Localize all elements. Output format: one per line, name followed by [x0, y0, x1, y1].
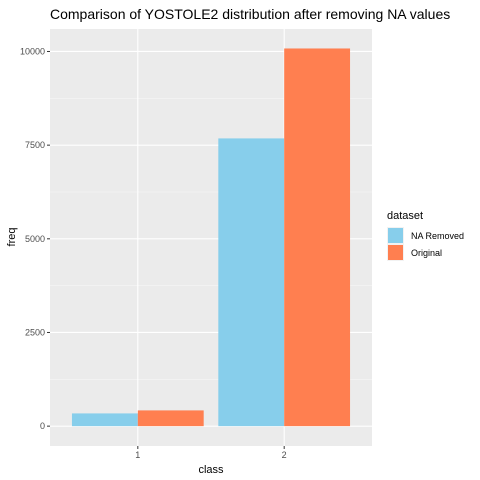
y-tick-label: 0	[40, 421, 45, 431]
legend-swatch	[388, 228, 403, 243]
y-tick-label: 7500	[25, 140, 45, 150]
legend-label: Original	[411, 248, 442, 258]
bar	[71, 413, 138, 427]
bar	[137, 410, 204, 427]
legend-label: NA Removed	[411, 231, 464, 241]
legend-title: dataset	[387, 210, 423, 222]
y-axis-title: freq	[6, 228, 18, 247]
x-axis-title: class	[198, 464, 224, 476]
y-axis: 0 2500 5000 7500 10000	[20, 46, 50, 431]
legend: dataset NA Removed Original	[387, 210, 464, 261]
legend-swatch	[388, 245, 403, 260]
bar	[284, 48, 351, 427]
x-tick-label: 1	[135, 450, 140, 460]
y-tick-label: 5000	[25, 234, 45, 244]
y-tick-label: 10000	[20, 46, 45, 56]
chart-title: Comparison of YOSTOLE2 distribution afte…	[50, 6, 450, 22]
bar	[218, 138, 285, 427]
bars	[71, 48, 351, 427]
y-tick-label: 2500	[25, 327, 45, 337]
x-tick-label: 2	[282, 450, 287, 460]
